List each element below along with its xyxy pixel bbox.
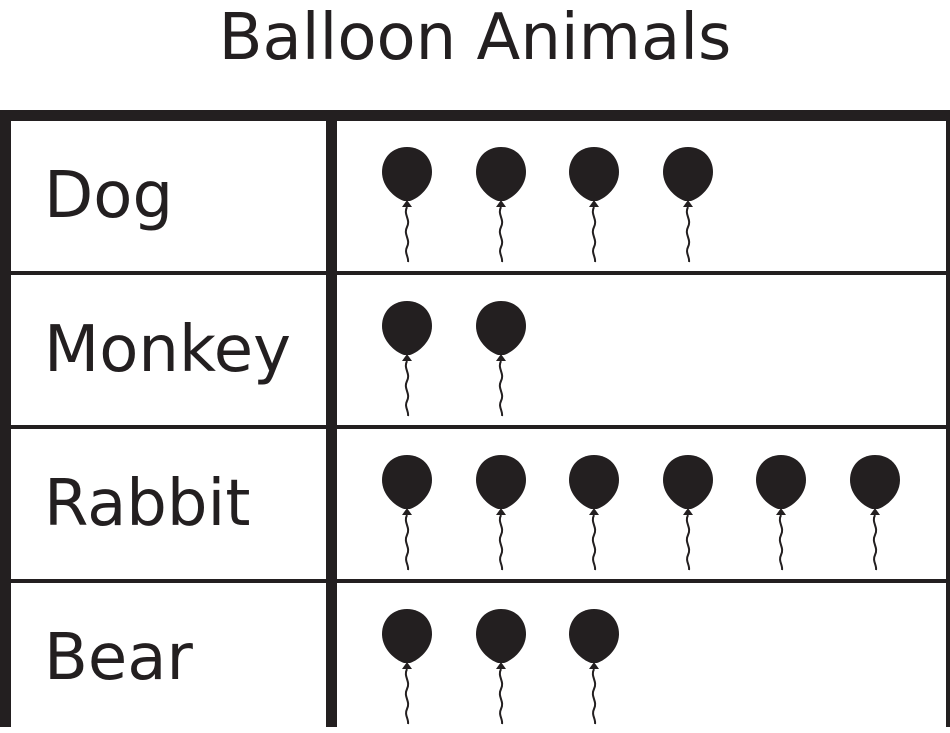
balloon-icon bbox=[569, 455, 619, 571]
balloon-icon bbox=[475, 609, 526, 725]
balloon-icon bbox=[475, 301, 526, 417]
balloon-icon bbox=[569, 609, 619, 725]
row-label-monkey: Monkey bbox=[44, 313, 291, 387]
balloon-icon bbox=[569, 147, 619, 263]
pictograph-table: Dog Monkey Rabbit Bear bbox=[0, 110, 950, 727]
balloon-icon bbox=[756, 455, 806, 571]
row-rabbit: Rabbit bbox=[11, 429, 946, 579]
balloon-icon bbox=[382, 147, 432, 263]
balloon-icon bbox=[382, 455, 432, 571]
row-divider bbox=[11, 425, 946, 429]
row-label-bear: Bear bbox=[44, 621, 193, 695]
row-dog: Dog bbox=[11, 121, 946, 271]
balloon-icon bbox=[662, 455, 713, 571]
balloon-icon bbox=[475, 455, 526, 571]
column-divider bbox=[326, 121, 337, 727]
balloon-icon bbox=[475, 147, 526, 263]
balloon-icon bbox=[382, 609, 432, 725]
row-bear: Bear bbox=[11, 583, 946, 733]
row-divider bbox=[11, 579, 946, 583]
balloon-icon bbox=[662, 147, 713, 263]
row-label-rabbit: Rabbit bbox=[44, 467, 251, 541]
balloon-icon bbox=[849, 455, 900, 571]
row-label-dog: Dog bbox=[44, 159, 174, 233]
chart-title: Balloon Animals bbox=[218, 1, 732, 75]
balloon-icon bbox=[382, 301, 432, 417]
row-icons-rabbit bbox=[336, 429, 946, 579]
row-divider bbox=[11, 271, 946, 275]
row-monkey: Monkey bbox=[11, 275, 946, 425]
row-icons-dog bbox=[336, 121, 946, 271]
row-icons-monkey bbox=[336, 275, 946, 425]
row-icons-bear bbox=[336, 583, 946, 733]
